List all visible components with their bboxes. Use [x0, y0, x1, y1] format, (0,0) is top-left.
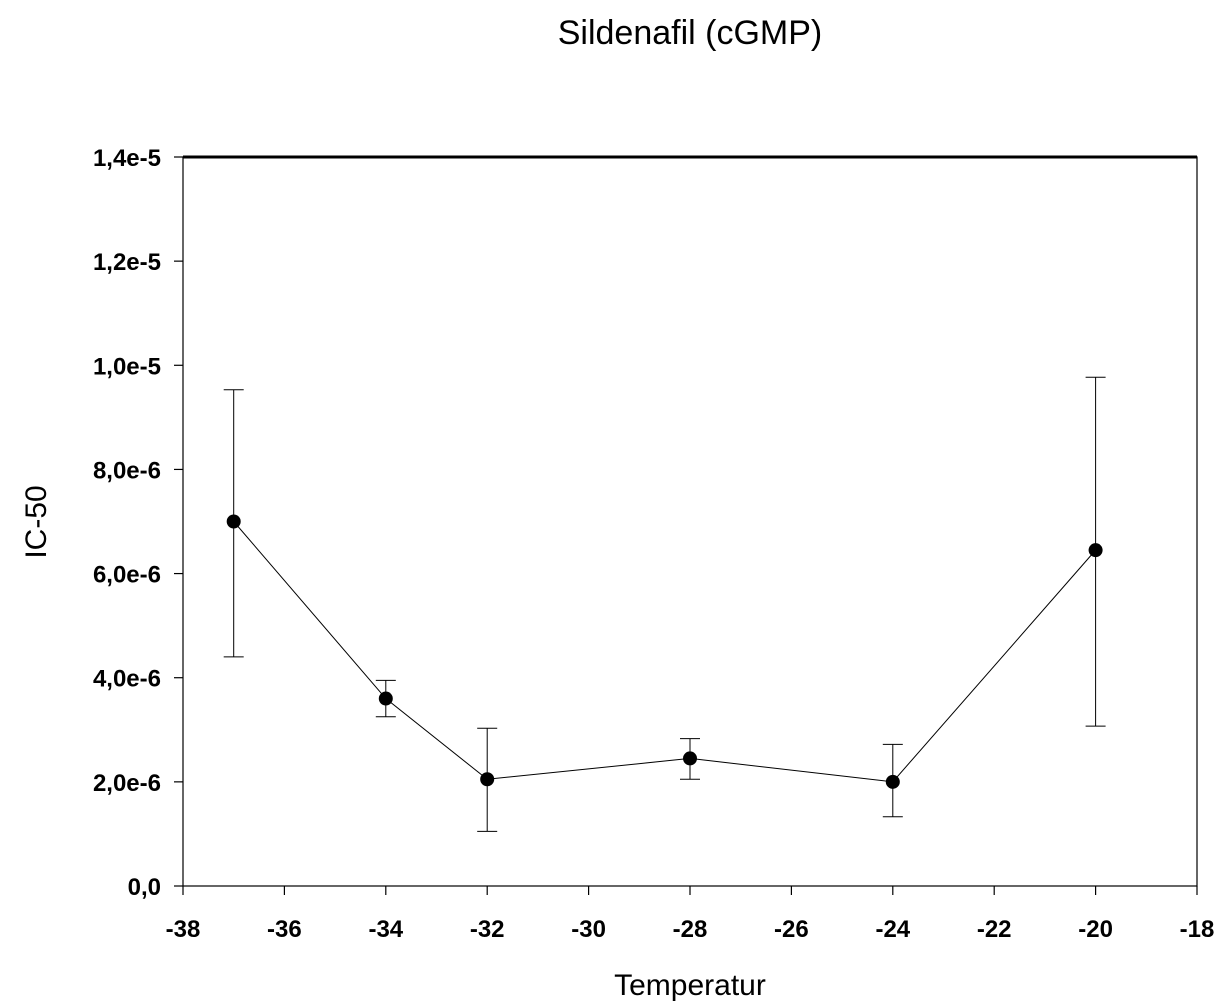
data-point	[226, 514, 241, 529]
x-tick-label: -28	[673, 916, 708, 943]
y-tick-label: 4,0e-6	[93, 666, 161, 693]
x-tick-label: -32	[470, 916, 505, 943]
x-tick-label: -24	[875, 916, 910, 943]
x-axis-label: Temperatur	[614, 969, 766, 1002]
x-tick-label: -22	[977, 916, 1012, 943]
y-tick-label: 0,0	[128, 874, 161, 901]
y-tick-label: 6,0e-6	[93, 562, 161, 589]
data-point	[378, 691, 393, 706]
data-point	[683, 751, 697, 766]
y-tick-label: 1,2e-5	[93, 249, 161, 276]
x-tick-label: -34	[368, 916, 403, 943]
y-axis-label: IC-50	[20, 485, 53, 558]
x-tick-label: -20	[1078, 916, 1113, 943]
series-line	[233, 521, 1096, 783]
x-tick-label: -30	[571, 916, 606, 943]
y-tick-label: 8,0e-6	[93, 457, 161, 484]
x-tick-label: -38	[166, 916, 201, 943]
data-point	[480, 772, 495, 787]
x-tick-label: -26	[774, 916, 809, 943]
x-tick-label: -36	[267, 916, 302, 943]
chart-title: Sildenafil (cGMP)	[558, 14, 823, 52]
y-tick-label: 1,4e-5	[93, 145, 161, 172]
y-tick-label: 1,0e-5	[93, 353, 161, 380]
data-point	[885, 774, 900, 789]
data-point	[1088, 543, 1103, 558]
y-tick-label: 2,0e-6	[93, 770, 161, 797]
x-tick-label: -18	[1180, 916, 1215, 943]
